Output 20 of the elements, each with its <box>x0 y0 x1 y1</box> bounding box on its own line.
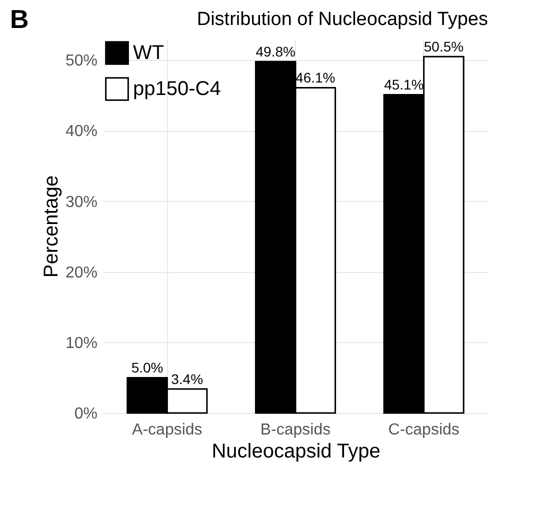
x-axis-title: Nucleocapsid Type <box>212 440 380 462</box>
data-label: 46.1% <box>296 70 336 86</box>
data-label: 3.4% <box>171 371 204 388</box>
data-label: 50.5% <box>424 38 464 55</box>
x-tick-label: C-capsids <box>388 422 460 438</box>
y-tick-label: 10% <box>65 334 98 352</box>
legend-label: pp150-C4 <box>133 78 221 100</box>
legend-label: WT <box>133 42 164 64</box>
data-label: 5.0% <box>131 360 164 376</box>
y-tick-label: 20% <box>65 264 98 282</box>
y-tick-label: 40% <box>65 123 98 140</box>
y-tick-label: 30% <box>65 194 98 211</box>
x-tick-label: B-capsids <box>260 422 331 438</box>
y-tick-label: 50% <box>65 52 98 70</box>
y-axis-title: Percentage <box>40 175 62 278</box>
x-tick-label: A-capsids <box>132 422 202 438</box>
text: B <box>10 4 29 35</box>
chart-title: Distribution of Nucleocapsid Types <box>196 9 488 30</box>
data-label: 49.8% <box>256 44 296 60</box>
y-tick-label: 0% <box>74 406 98 422</box>
